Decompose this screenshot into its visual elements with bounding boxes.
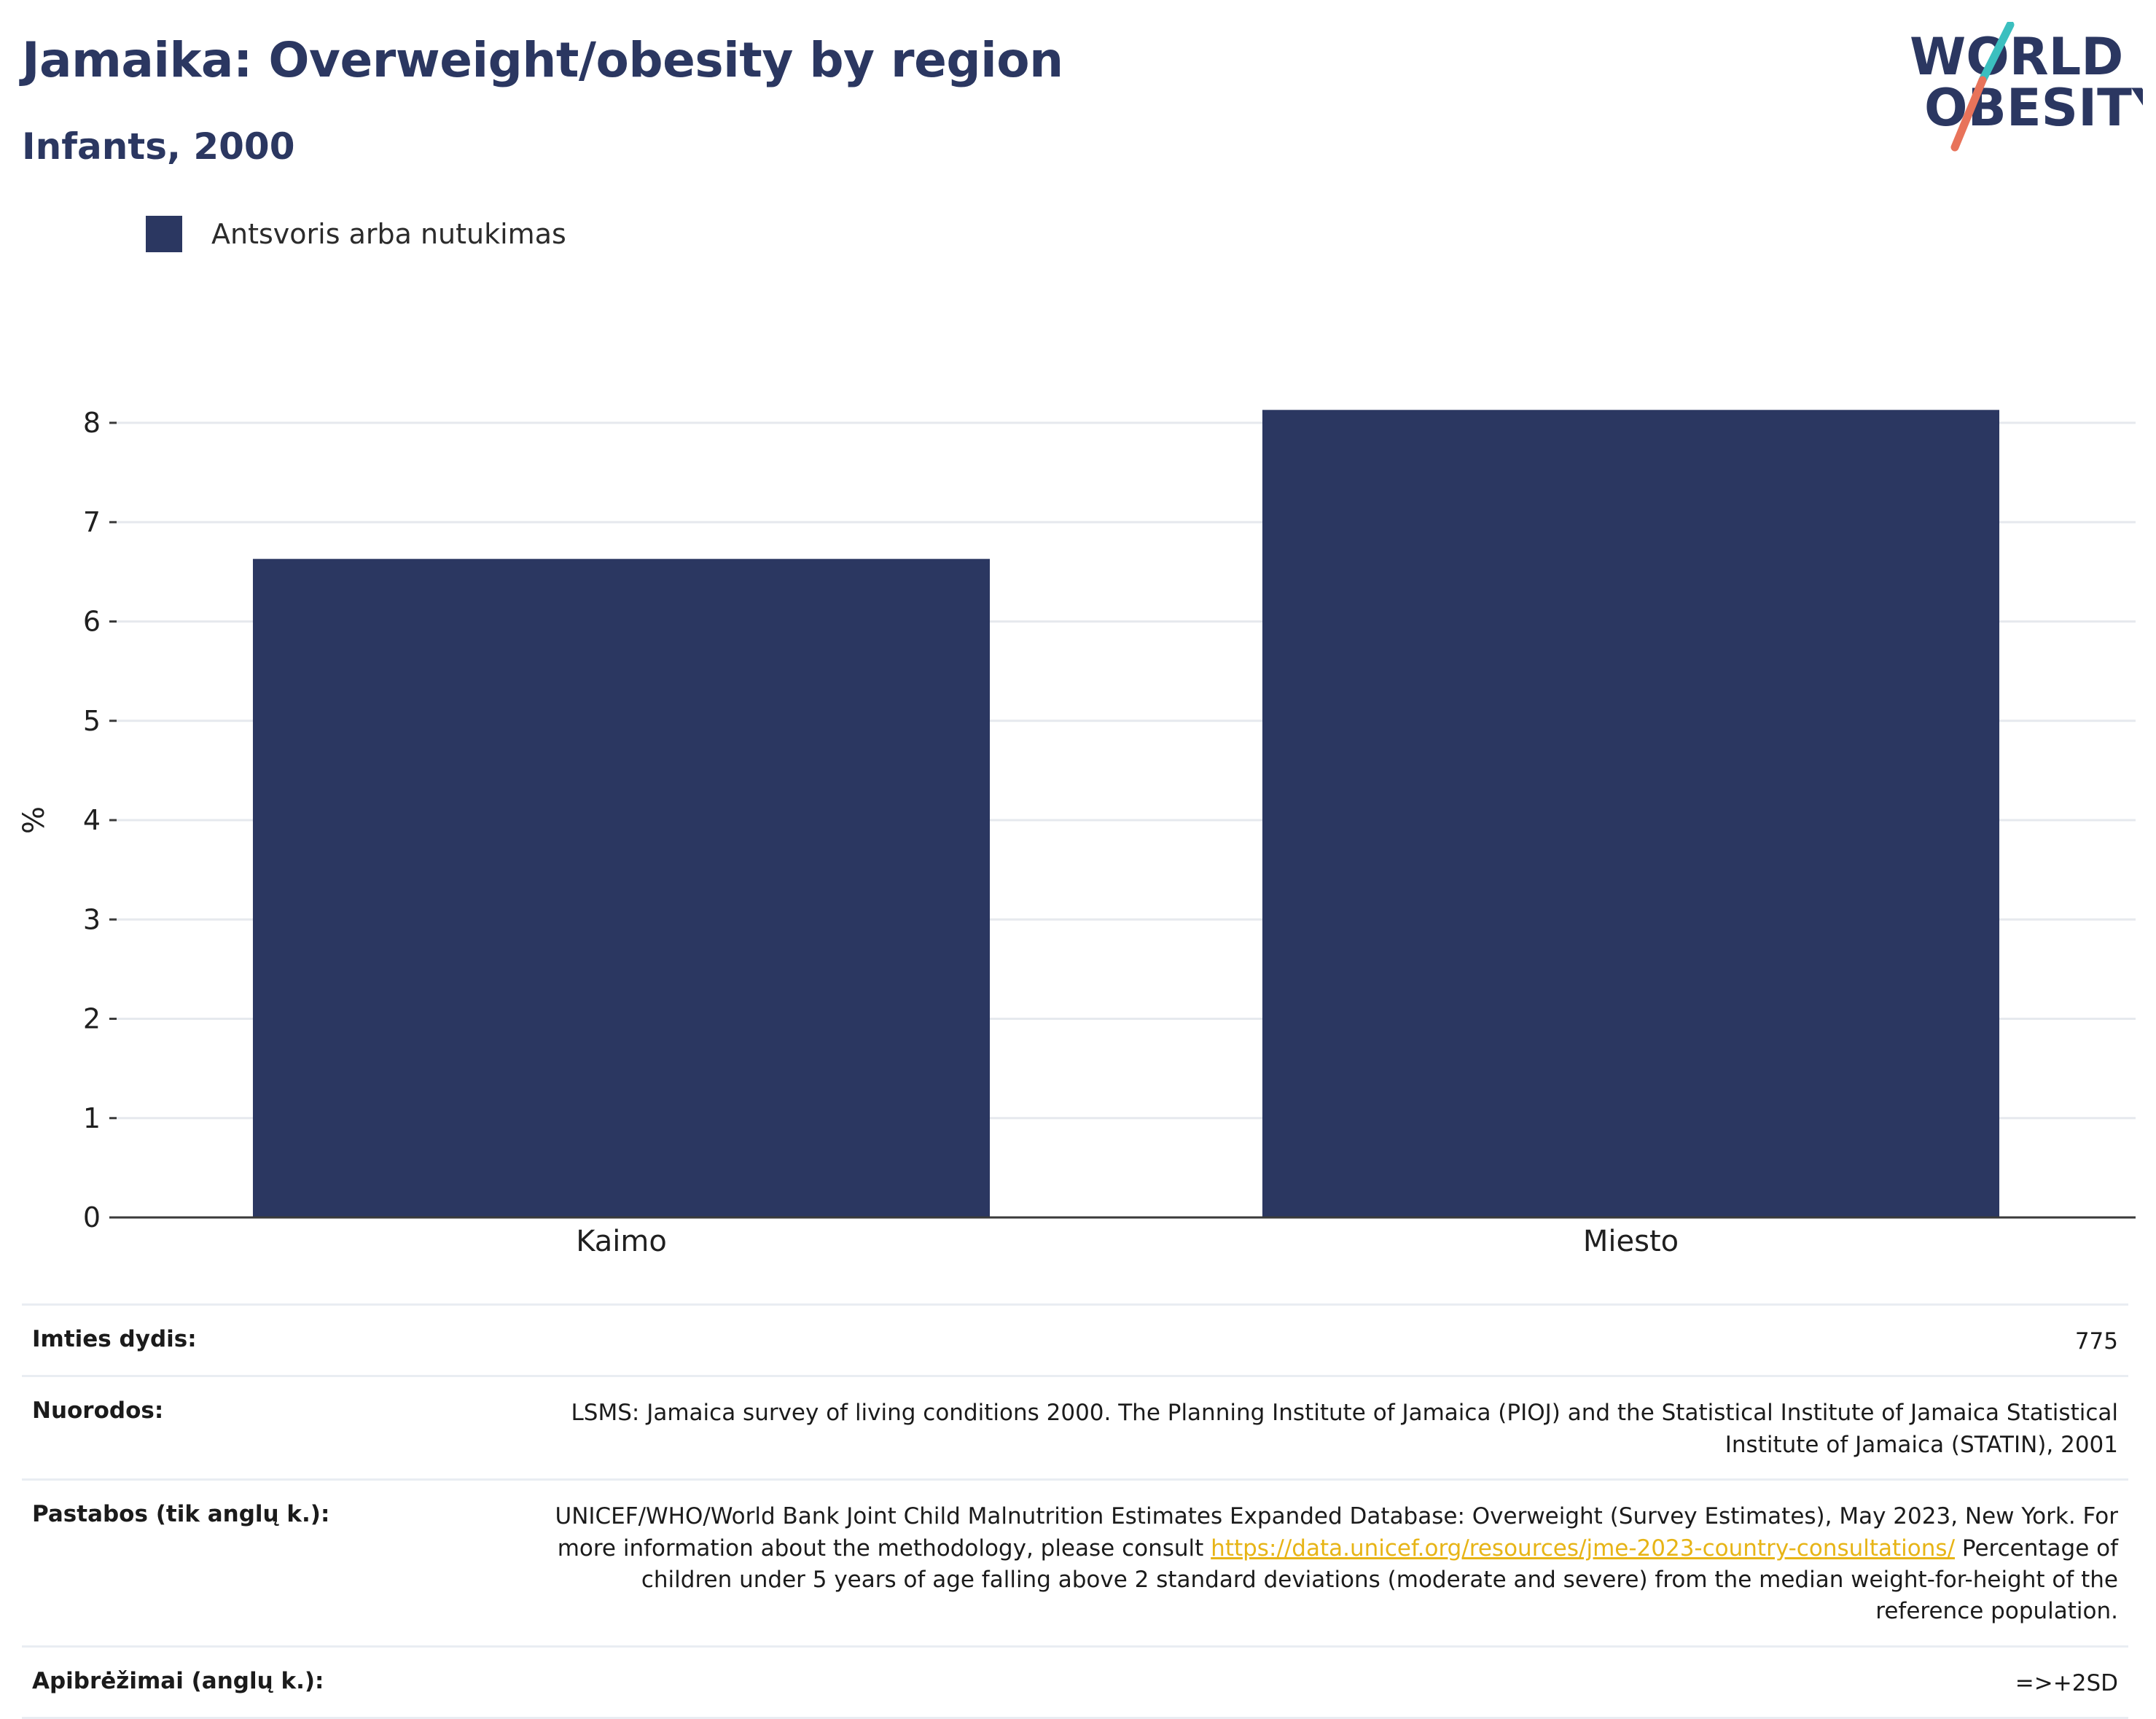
notes-text-after: Percentage of children under 5 years of … — [641, 1535, 2118, 1625]
info-row-definitions: Apibrėžimai (anglų k.): =>+2SD — [22, 1645, 2128, 1719]
logo-text-world: WORLD — [1910, 27, 2123, 87]
notes-label: Pastabos (tik anglų k.): — [32, 1501, 330, 1528]
x-tick-label: Miesto — [1583, 1225, 1679, 1258]
y-tick-label: 1 — [83, 1102, 101, 1134]
bar-chart: 0 1 2 3 4 5 6 7 8 Kaimo Miesto % — [17, 407, 2136, 1258]
chart-legend[interactable]: Antsvoris arba nutukimas — [146, 216, 566, 252]
y-axis-label: % — [17, 806, 51, 834]
info-table: Imties dydis: 775 Nuorodos: LSMS: Jamaic… — [22, 1303, 2128, 1719]
y-tick-label: 3 — [83, 903, 101, 935]
logo-slash-teal — [1978, 22, 2015, 85]
notes-link[interactable]: https://data.unicef.org/resources/jme-20… — [1211, 1535, 1956, 1562]
legend-label: Antsvoris arba nutukimas — [211, 218, 566, 250]
sample-value: 775 — [2074, 1328, 2118, 1354]
y-tick-label: 6 — [83, 606, 101, 638]
chart-title: Jamaika: Overweight/obesity by region — [22, 32, 1063, 88]
world-obesity-logo: WORLD OBESITY — [1910, 22, 2143, 152]
y-tick-label: 7 — [83, 506, 101, 538]
logo-slash-coral — [1950, 76, 1987, 152]
info-row-references: Nuorodos: LSMS: Jamaica survey of living… — [22, 1375, 2128, 1478]
chart-subtitle: Infants, 2000 — [22, 125, 295, 168]
sample-label: Imties dydis: — [32, 1326, 197, 1352]
notes-value: UNICEF/WHO/World Bank Joint Child Malnut… — [544, 1501, 2119, 1628]
x-tick-labels: Kaimo Miesto — [576, 1225, 1679, 1258]
legend-swatch — [146, 216, 182, 252]
info-row-notes: Pastabos (tik anglų k.): UNICEF/WHO/Worl… — [22, 1478, 2128, 1645]
bar-miesto[interactable] — [1262, 410, 2000, 1217]
bars — [252, 410, 2000, 1217]
y-tick-label: 0 — [83, 1201, 101, 1233]
info-row-sample: Imties dydis: 775 — [22, 1303, 2128, 1375]
definitions-value: =>+2SD — [2015, 1669, 2118, 1696]
x-tick-label: Kaimo — [576, 1225, 667, 1258]
notes-text-before: UNICEF/WHO/World Bank Joint Child Malnut… — [555, 1503, 2119, 1562]
references-label: Nuorodos: — [32, 1398, 164, 1424]
y-tick-labels: 0 1 2 3 4 5 6 7 8 — [83, 407, 117, 1233]
y-tick-label: 5 — [83, 705, 101, 737]
y-tick-label: 2 — [83, 1003, 101, 1035]
y-tick-label: 4 — [83, 804, 101, 836]
definitions-label: Apibrėžimai (anglų k.): — [32, 1667, 324, 1694]
y-tick-label: 8 — [83, 407, 101, 439]
bar-kaimo[interactable] — [252, 558, 991, 1217]
references-value: LSMS: Jamaica survey of living condition… — [571, 1400, 2118, 1458]
